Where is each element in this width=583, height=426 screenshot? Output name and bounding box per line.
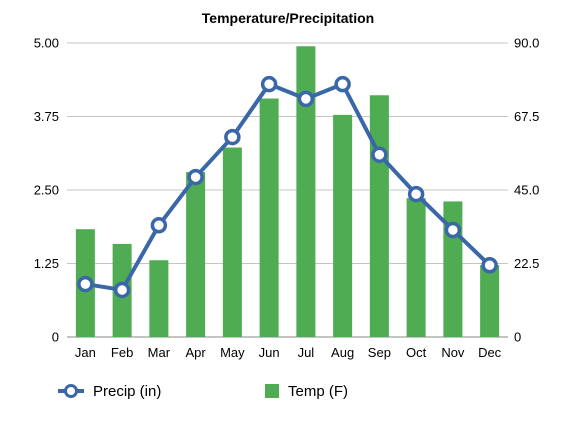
temp-bar bbox=[222, 147, 242, 337]
legend-precip: Precip (in) bbox=[58, 383, 161, 400]
precip-point bbox=[297, 90, 315, 108]
temp-bar bbox=[259, 98, 279, 338]
left-tick-label: 2.50 bbox=[34, 183, 59, 198]
gridlines bbox=[67, 42, 508, 338]
temp-bar bbox=[186, 172, 206, 337]
precip-point bbox=[481, 257, 498, 274]
precip-point bbox=[407, 185, 425, 203]
legend-temp-swatch bbox=[265, 384, 279, 398]
precip-polyline bbox=[85, 82, 492, 292]
precip-point bbox=[77, 275, 94, 293]
right-tick-label: 0 bbox=[514, 330, 521, 345]
precip-point bbox=[187, 168, 204, 186]
legend-precip-label: Precip (in) bbox=[93, 383, 161, 400]
chart-title: Temperature/Precipitation bbox=[202, 10, 374, 26]
precip-point bbox=[150, 217, 168, 234]
temp-bar bbox=[480, 265, 500, 337]
temp-bar bbox=[296, 46, 316, 338]
left-tick-label: 0 bbox=[52, 330, 59, 345]
legend-temp-label: Temp (F) bbox=[288, 383, 348, 400]
temp-bar bbox=[149, 260, 169, 337]
precip-line bbox=[77, 75, 498, 299]
precip-point bbox=[371, 146, 388, 163]
precip-point bbox=[224, 128, 241, 146]
x-tick-label: Oct bbox=[406, 345, 427, 360]
left-tick-label: 1.25 bbox=[34, 256, 59, 271]
legend: Precip (in) Temp (F) bbox=[58, 383, 348, 400]
temp-bar bbox=[369, 95, 389, 338]
precip-point bbox=[113, 281, 131, 299]
right-tick-label: 67.5 bbox=[514, 109, 539, 124]
left-tick-label: 3.75 bbox=[34, 109, 59, 124]
right-axis-ticks: 0 22.5 45.0 67.5 90.0 bbox=[514, 36, 539, 345]
right-tick-label: 90.0 bbox=[514, 36, 539, 51]
x-tick-label: Dec bbox=[478, 345, 502, 360]
temp-bar bbox=[333, 114, 353, 337]
x-tick-label: Jul bbox=[298, 345, 315, 360]
left-axis-ticks: 0 1.25 2.50 3.75 5.00 bbox=[34, 36, 59, 345]
right-tick-label: 45.0 bbox=[514, 183, 539, 198]
x-tick-label: Feb bbox=[111, 345, 133, 360]
legend-precip-marker bbox=[64, 384, 78, 398]
precip-point bbox=[444, 221, 462, 239]
left-tick-label: 5.00 bbox=[34, 36, 59, 51]
x-tick-label: Jun bbox=[259, 345, 280, 360]
temp-bar bbox=[406, 198, 426, 337]
x-tick-label: Jan bbox=[75, 345, 96, 360]
right-tick-label: 22.5 bbox=[514, 256, 539, 271]
x-axis-ticks: Jan Feb Mar Apr May Jun Jul Aug Sep Oct Nov Dec bbox=[75, 345, 502, 360]
x-tick-label: Aug bbox=[331, 345, 354, 360]
x-tick-label: Sep bbox=[368, 345, 391, 360]
x-tick-label: Nov bbox=[441, 345, 465, 360]
precip-point bbox=[260, 75, 278, 93]
x-tick-label: Mar bbox=[148, 345, 171, 360]
precip-point bbox=[334, 75, 351, 93]
x-tick-label: Apr bbox=[186, 345, 207, 360]
x-tick-label: May bbox=[220, 345, 245, 360]
legend-temp: Temp (F) bbox=[265, 383, 348, 400]
